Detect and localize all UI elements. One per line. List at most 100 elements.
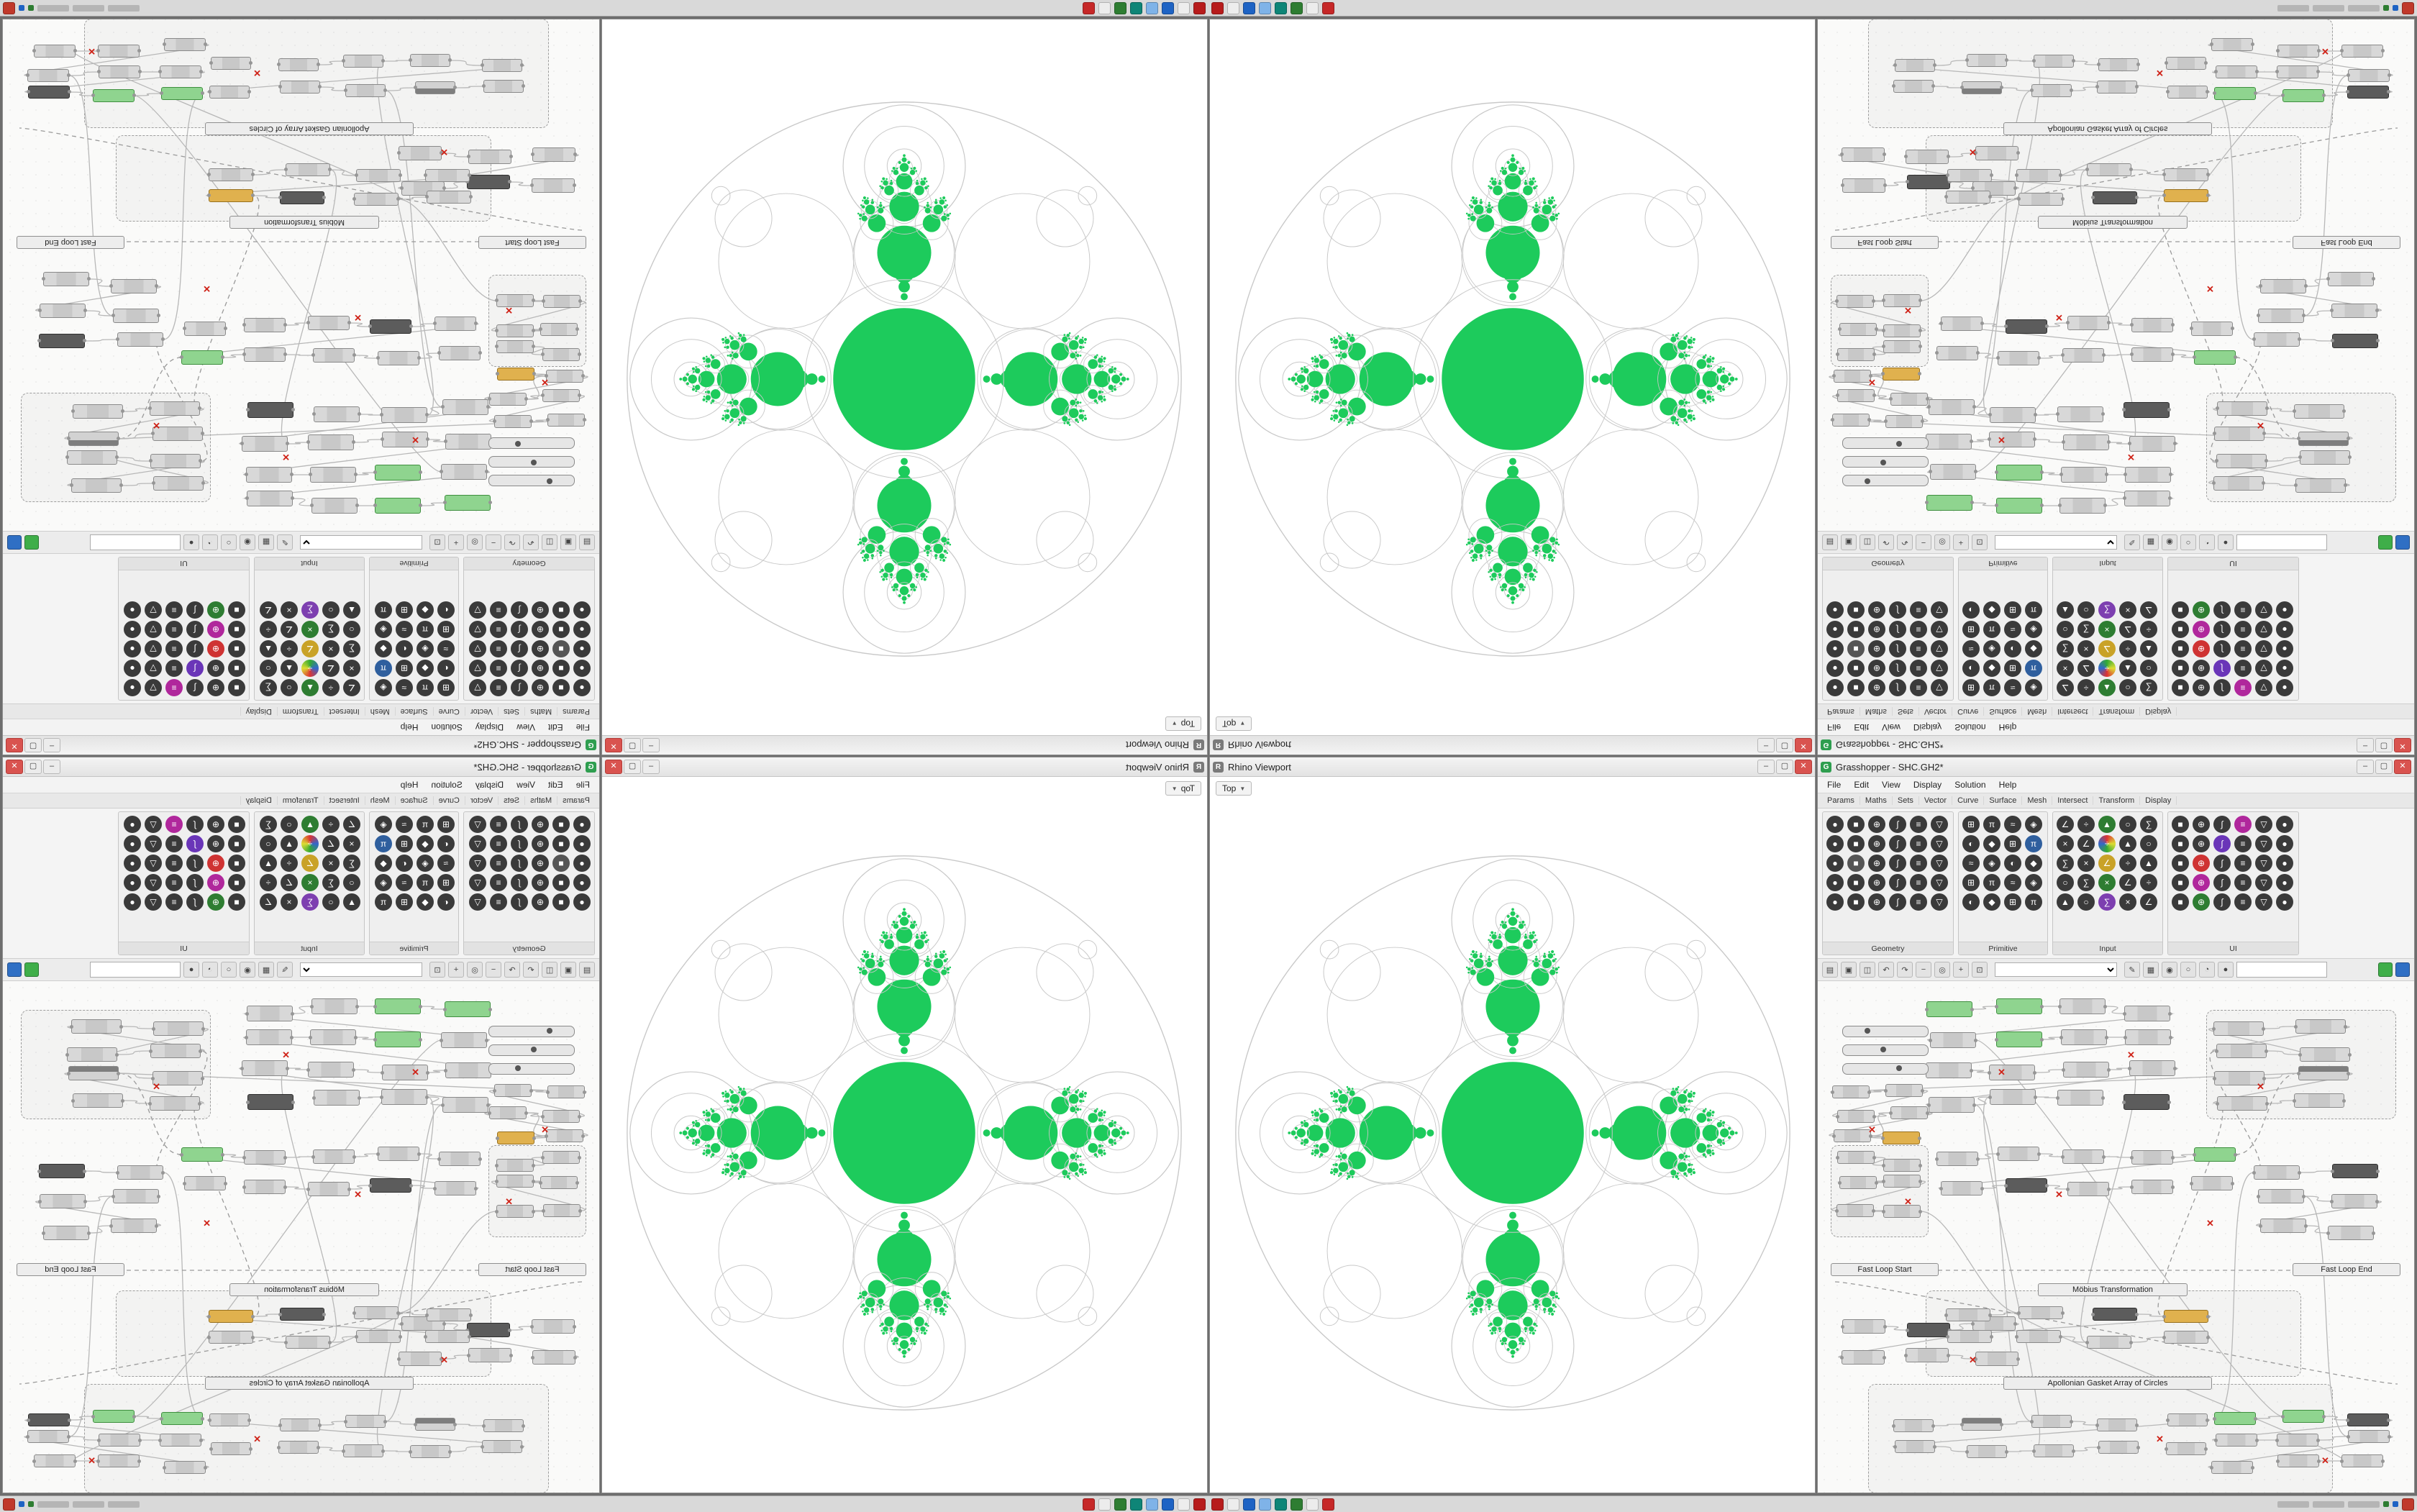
gh-node[interactable] xyxy=(1906,1323,1952,1337)
component-icon[interactable]: ○ xyxy=(343,621,360,638)
taskbar-app-icon[interactable] xyxy=(1162,1,1174,14)
component-icon[interactable]: ● xyxy=(573,874,591,891)
gh-node[interactable] xyxy=(2162,1310,2210,1323)
gh-node[interactable] xyxy=(73,1093,123,1108)
gh-node[interactable] xyxy=(1996,465,2042,481)
group-label-mobius[interactable]: Möbius Transformation xyxy=(2038,1283,2188,1296)
gh-node[interactable] xyxy=(247,402,293,418)
component-icon[interactable]: ∑ xyxy=(2098,601,2116,619)
tab-params[interactable]: Params xyxy=(557,707,595,716)
slider-knob[interactable] xyxy=(547,1028,552,1034)
zoom-100-icon[interactable]: ◎ xyxy=(1934,534,1950,550)
taskbar-app-icon[interactable] xyxy=(1291,1,1303,14)
close-button[interactable]: ✕ xyxy=(6,738,23,752)
number-slider[interactable] xyxy=(488,1063,575,1075)
rhino-titlebar[interactable]: R Rhino Viewport – ▢ ✕ xyxy=(602,757,1207,777)
save-file-icon[interactable]: ◫ xyxy=(542,962,557,978)
component-icon[interactable]: ÷ xyxy=(2098,660,2116,677)
component-icon[interactable]: ■ xyxy=(1847,679,1865,696)
maximize-button[interactable]: ▢ xyxy=(624,738,641,752)
ribbon-panel-caption[interactable]: Primitive xyxy=(370,942,458,955)
gh-node[interactable] xyxy=(1974,1352,2020,1366)
gh-node[interactable] xyxy=(2340,1454,2385,1467)
gh-node[interactable] xyxy=(1907,175,1950,189)
component-icon[interactable]: ▽ xyxy=(1931,640,1948,657)
component-icon[interactable]: ◐ xyxy=(2004,640,2021,657)
component-icon[interactable]: ≡ xyxy=(2234,601,2252,619)
component-icon[interactable]: ■ xyxy=(552,640,570,657)
gh-node[interactable] xyxy=(540,1176,578,1189)
component-icon[interactable]: ▽ xyxy=(1931,835,1948,852)
gh-node[interactable] xyxy=(1927,1097,1976,1113)
component-icon[interactable]: ◐ xyxy=(437,660,455,677)
component-icon[interactable]: ● xyxy=(573,640,591,657)
component-icon[interactable]: π xyxy=(2025,660,2042,677)
gh-node[interactable] xyxy=(2093,191,2137,204)
component-icon[interactable]: ⊞ xyxy=(1962,874,1980,891)
gh-node[interactable] xyxy=(2087,163,2131,176)
component-icon[interactable]: ∫ xyxy=(1889,816,1906,833)
component-icon[interactable]: ◈ xyxy=(375,816,392,833)
minimize-button[interactable]: – xyxy=(1757,760,1775,774)
preview-off-icon[interactable]: ○ xyxy=(221,962,237,978)
component-icon[interactable]: ● xyxy=(124,660,141,677)
gh-node[interactable] xyxy=(410,54,450,67)
gh-node[interactable] xyxy=(2059,1029,2108,1045)
component-icon[interactable]: ▽ xyxy=(2255,601,2272,619)
gh-node[interactable] xyxy=(497,368,534,381)
component-icon[interactable]: ⊞ xyxy=(2004,835,2021,852)
component-icon[interactable]: ■ xyxy=(228,679,245,696)
component-icon[interactable]: × xyxy=(281,601,298,619)
ribbon-panel-caption[interactable]: Input xyxy=(255,557,364,570)
minimize-button[interactable]: – xyxy=(43,760,60,774)
zoom-extents-icon[interactable]: ⊡ xyxy=(429,962,445,978)
preview-green-toggle[interactable] xyxy=(24,962,39,977)
gh-node[interactable] xyxy=(150,1096,200,1111)
gh-node[interactable] xyxy=(445,434,491,450)
gh-node[interactable] xyxy=(375,1031,421,1047)
component-icon[interactable]: ≡ xyxy=(165,679,183,696)
gh-node[interactable] xyxy=(73,404,123,419)
component-icon[interactable]: ▲ xyxy=(2140,855,2157,872)
taskbar-app-icon[interactable] xyxy=(1306,1498,1319,1511)
component-icon[interactable]: ≈ xyxy=(437,855,455,872)
slider-knob[interactable] xyxy=(1880,1047,1886,1052)
component-icon[interactable]: ∫ xyxy=(186,660,204,677)
taskbar-app-icon[interactable] xyxy=(1114,1,1126,14)
component-icon[interactable]: ≡ xyxy=(1910,660,1927,677)
component-icon[interactable]: ▽ xyxy=(469,660,486,677)
group-icon[interactable]: ▦ xyxy=(2143,962,2159,978)
number-slider[interactable] xyxy=(1842,437,1929,449)
gh-node[interactable] xyxy=(381,407,427,423)
component-icon[interactable]: ● xyxy=(1826,816,1844,833)
tab-intersect[interactable]: Intersect xyxy=(2052,707,2094,716)
gh-node[interactable] xyxy=(468,150,511,164)
loop-end-node[interactable]: Fast Loop End xyxy=(2293,1263,2400,1276)
gh-node[interactable] xyxy=(1998,351,2039,365)
taskbar-app-icon[interactable] xyxy=(1322,1,1334,14)
redo-icon[interactable]: ↷ xyxy=(1897,534,1913,550)
component-icon[interactable]: ∠ xyxy=(301,855,319,872)
component-icon[interactable]: ⊕ xyxy=(532,621,549,638)
taskbar-app-icon[interactable] xyxy=(1259,1498,1271,1511)
component-icon[interactable]: ⊕ xyxy=(207,835,224,852)
gh-node[interactable] xyxy=(71,478,122,493)
component-icon[interactable]: ⊕ xyxy=(1868,816,1885,833)
preview-wire-icon[interactable]: ◔ xyxy=(2199,962,2215,978)
gh-node[interactable] xyxy=(310,1029,356,1045)
gh-node[interactable] xyxy=(1990,407,2036,423)
component-icon[interactable]: ◐ xyxy=(1962,660,1980,677)
gh-node[interactable] xyxy=(39,1164,85,1178)
gh-node[interactable] xyxy=(113,309,159,323)
component-icon[interactable]: ÷ xyxy=(2119,640,2136,657)
gh-titlebar[interactable]: G Grasshopper - SHC.GH2* – ▢ ✕ xyxy=(1818,735,2414,755)
gh-node[interactable] xyxy=(2061,1149,2106,1164)
zoom-extents-icon[interactable]: ⊡ xyxy=(429,534,445,550)
gh-node[interactable] xyxy=(1836,1151,1876,1164)
component-icon[interactable]: ⊕ xyxy=(1868,601,1885,619)
component-icon[interactable]: ∫ xyxy=(186,679,204,696)
component-icon[interactable]: ∫ xyxy=(1889,874,1906,891)
gh-node[interactable] xyxy=(1995,1031,2044,1047)
component-icon[interactable]: ■ xyxy=(552,816,570,833)
component-icon[interactable]: ⊕ xyxy=(207,679,224,696)
